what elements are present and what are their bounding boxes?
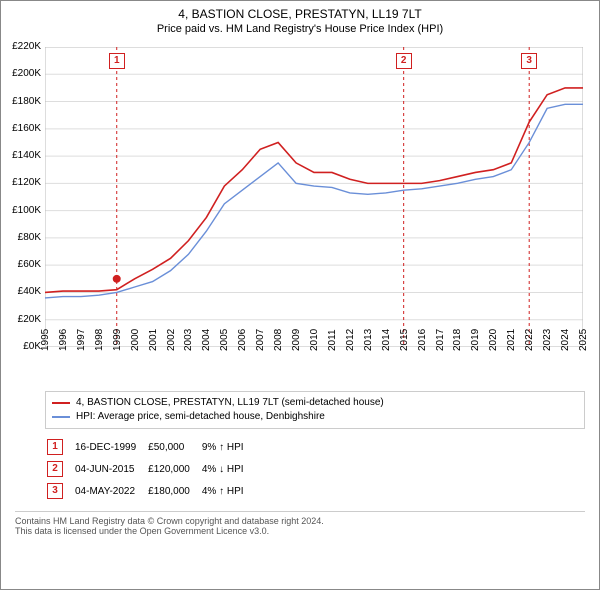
events-table: 1 16-DEC-1999£50,0009% ↑ HPI 2 04-JUN-2015£… — [45, 435, 256, 503]
x-tick-label: 2017 — [435, 329, 446, 351]
legend-label: HPI: Average price, semi-detached house,… — [76, 410, 325, 424]
event-badge: 2 — [396, 53, 412, 69]
y-tick-label: £100K — [12, 205, 41, 216]
event-date: 04-MAY-2022 — [75, 481, 146, 501]
event-badge: 2 — [47, 461, 63, 477]
x-tick-label: 2025 — [578, 329, 589, 351]
x-tick-label: 2023 — [542, 329, 553, 351]
x-tick-label: 2010 — [309, 329, 320, 351]
event-price: £180,000 — [148, 481, 200, 501]
event-delta: 4% ↑ HPI — [202, 481, 254, 501]
y-tick-label: £220K — [12, 41, 41, 52]
footer-line-2: This data is licensed under the Open Gov… — [15, 526, 585, 536]
table-row: 2 04-JUN-2015£120,0004% ↓ HPI — [47, 459, 254, 479]
x-tick-label: 2011 — [327, 329, 338, 351]
y-tick-label: £80K — [18, 232, 41, 243]
x-tick-label: 2009 — [291, 329, 302, 351]
x-tick-label: 2007 — [255, 329, 266, 351]
event-badge: 3 — [521, 53, 537, 69]
y-tick-label: £140K — [12, 150, 41, 161]
x-tick-label: 2008 — [273, 329, 284, 351]
footer-line-1: Contains HM Land Registry data © Crown c… — [15, 516, 585, 526]
event-badge: 3 — [47, 483, 63, 499]
x-tick-label: 1998 — [94, 329, 105, 351]
page-title: 4, BASTION CLOSE, PRESTATYN, LL19 7LT — [1, 7, 599, 21]
x-tick-label: 1999 — [112, 329, 123, 351]
event-date: 16-DEC-1999 — [75, 437, 146, 457]
series-property — [45, 88, 583, 293]
event-badge: 1 — [47, 439, 63, 455]
x-tick-label: 2002 — [166, 329, 177, 351]
x-tick-label: 2019 — [470, 329, 481, 351]
y-tick-label: £0K — [23, 341, 41, 352]
event-date: 04-JUN-2015 — [75, 459, 146, 479]
price-chart: £0K£20K£40K£60K£80K£100K£120K£140K£160K£… — [45, 47, 583, 387]
event-badge: 1 — [109, 53, 125, 69]
y-tick-label: £60K — [18, 259, 41, 270]
x-tick-label: 2005 — [219, 329, 230, 351]
x-tick-label: 2000 — [130, 329, 141, 351]
x-tick-label: 1996 — [58, 329, 69, 351]
event-delta: 4% ↓ HPI — [202, 459, 254, 479]
event-price: £50,000 — [148, 437, 200, 457]
x-tick-label: 1997 — [76, 329, 87, 351]
x-tick-label: 2001 — [148, 329, 159, 351]
x-tick-label: 2013 — [363, 329, 374, 351]
table-row: 1 16-DEC-1999£50,0009% ↑ HPI — [47, 437, 254, 457]
table-row: 3 04-MAY-2022£180,0004% ↑ HPI — [47, 481, 254, 501]
x-tick-label: 2014 — [381, 329, 392, 351]
page-subtitle: Price paid vs. HM Land Registry's House … — [1, 23, 599, 35]
x-tick-label: 2021 — [506, 329, 517, 351]
legend: 4, BASTION CLOSE, PRESTATYN, LL19 7LT (s… — [45, 391, 585, 429]
legend-item: 4, BASTION CLOSE, PRESTATYN, LL19 7LT (s… — [52, 396, 578, 410]
x-tick-label: 2006 — [237, 329, 248, 351]
y-tick-label: £20K — [18, 314, 41, 325]
x-tick-label: 2015 — [399, 329, 410, 351]
legend-item: HPI: Average price, semi-detached house,… — [52, 410, 578, 424]
x-tick-label: 2004 — [201, 329, 212, 351]
y-tick-label: £200K — [12, 68, 41, 79]
legend-swatch — [52, 416, 70, 418]
x-tick-label: 2020 — [488, 329, 499, 351]
series-hpi — [45, 104, 583, 298]
legend-label: 4, BASTION CLOSE, PRESTATYN, LL19 7LT (s… — [76, 396, 384, 410]
y-tick-label: £180K — [12, 96, 41, 107]
y-tick-label: £120K — [12, 177, 41, 188]
event-price: £120,000 — [148, 459, 200, 479]
x-tick-label: 2022 — [524, 329, 535, 351]
y-tick-label: £40K — [18, 286, 41, 297]
x-tick-label: 2024 — [560, 329, 571, 351]
legend-swatch — [52, 402, 70, 404]
footer: Contains HM Land Registry data © Crown c… — [15, 511, 585, 536]
x-tick-label: 2003 — [183, 329, 194, 351]
event-delta: 9% ↑ HPI — [202, 437, 254, 457]
chart-svg — [45, 47, 583, 347]
x-tick-label: 2012 — [345, 329, 356, 351]
y-tick-label: £160K — [12, 123, 41, 134]
x-tick-label: 2016 — [417, 329, 428, 351]
x-tick-label: 2018 — [452, 329, 463, 351]
x-tick-label: 1995 — [40, 329, 51, 351]
